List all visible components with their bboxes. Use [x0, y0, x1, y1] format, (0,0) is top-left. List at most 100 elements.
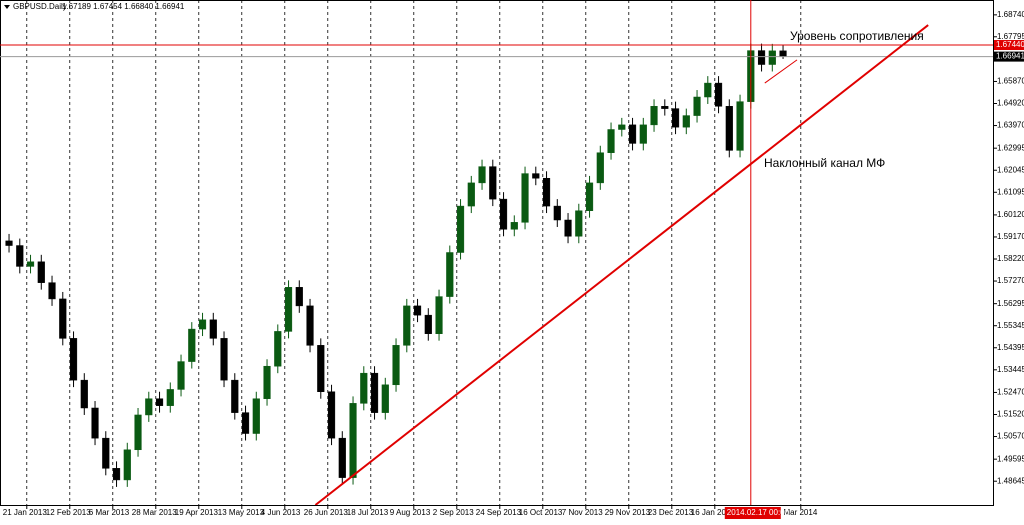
menu-triangle	[4, 5, 10, 9]
candle-body	[499, 198, 508, 230]
candle-body	[682, 115, 690, 128]
candle-body	[768, 50, 776, 65]
candle-body	[553, 205, 561, 221]
candle-body	[585, 182, 594, 211]
candle-body	[134, 414, 142, 451]
candle-body	[284, 287, 293, 332]
price-label-bg	[994, 51, 1024, 62]
candle-body	[123, 449, 131, 481]
x-tick-label: 1 Mar 2014	[777, 508, 818, 517]
candle-body	[489, 166, 497, 200]
x-tick-label: 18 Jul 2013	[347, 508, 389, 517]
x-tick-label: 26 Jun 2013	[304, 508, 349, 517]
candle-body	[231, 379, 239, 413]
y-tick-label: 1.50570	[997, 432, 1024, 441]
candle-body	[671, 108, 680, 128]
crosshair-label: 2014.02.17 00:00	[727, 508, 790, 517]
candle-body	[757, 50, 766, 65]
plot-frame	[0, 0, 994, 506]
candle-body	[704, 82, 712, 98]
candle-body	[69, 338, 78, 381]
candle-body	[542, 177, 551, 207]
candle-body	[435, 296, 443, 334]
candle-body	[5, 240, 13, 246]
candle-body	[26, 261, 35, 267]
chart-title: GBPUSD.Daily	[13, 2, 67, 11]
y-tick-label: 1.62995	[997, 143, 1024, 152]
x-tick-label: 19 Apr 2013	[175, 508, 219, 517]
candle-body	[521, 173, 529, 223]
candle-body	[424, 314, 432, 334]
candle-body	[59, 298, 67, 339]
candle-body	[639, 124, 647, 144]
y-tick-label: 1.65870	[997, 77, 1024, 86]
x-tick-label: 4 Jun 2013	[261, 508, 301, 517]
x-tick-label: 16 Oct 2013	[519, 508, 563, 517]
candle-body	[91, 407, 99, 439]
annotation: Наклонный канал МФ	[764, 156, 885, 170]
candle-body	[607, 129, 615, 153]
candle-body	[564, 219, 572, 237]
x-tick-label: 28 Mar 2013	[132, 508, 177, 517]
y-tick-label: 1.48645	[997, 476, 1024, 485]
x-tick-label: 29 Nov 2013	[605, 508, 651, 517]
candle-body	[166, 389, 174, 406]
y-tick-label: 1.52470	[997, 388, 1024, 397]
y-tick-label: 1.56295	[997, 299, 1024, 308]
y-tick-label: 1.60120	[997, 210, 1024, 219]
y-tick-label: 1.53445	[997, 365, 1024, 374]
candle-body	[661, 106, 669, 109]
x-tick-label: 12 Feb 2013	[46, 508, 91, 517]
y-tick-label: 1.61095	[997, 187, 1024, 196]
price-label: 1.67440	[996, 40, 1024, 49]
candle-body	[392, 345, 400, 386]
candle-body	[37, 261, 45, 283]
x-tick-label: 23 Dec 2013	[648, 508, 694, 517]
candle-body	[306, 305, 314, 346]
candle-body	[241, 412, 250, 434]
x-tick-label: 6 Mar 2013	[89, 508, 130, 517]
y-tick-label: 1.64920	[997, 99, 1024, 108]
candle-body	[714, 82, 723, 107]
y-tick-label: 1.63970	[997, 121, 1024, 130]
candle-body	[317, 345, 325, 392]
candle-body	[338, 437, 346, 478]
y-tick-label: 1.55345	[997, 321, 1024, 330]
candle-body	[295, 287, 303, 307]
y-tick-label: 1.59170	[997, 232, 1024, 241]
y-tick-label: 1.58220	[997, 254, 1024, 263]
candle-body	[155, 398, 164, 406]
x-tick-label: 24 Sep 2013	[476, 508, 522, 517]
x-tick-label: 21 Jan 2013	[3, 508, 48, 517]
candle-body	[693, 96, 701, 116]
candle-body	[274, 331, 282, 367]
candle-body	[467, 182, 475, 207]
y-tick-label: 1.68740	[997, 10, 1024, 19]
candle-body	[263, 365, 271, 399]
x-tick-label: 13 May 2013	[218, 508, 265, 517]
candle-body	[456, 205, 465, 253]
candle-body	[349, 403, 357, 478]
candle-body	[188, 328, 196, 362]
candle-body	[446, 252, 454, 297]
candle-body	[102, 437, 110, 469]
y-tick-label: 1.67795	[997, 32, 1024, 41]
price-label: 1.66941	[996, 52, 1024, 61]
x-tick-label: 2 Sep 2013	[433, 508, 474, 517]
trend-line	[764, 59, 798, 84]
x-tick-label: 9 Aug 2013	[390, 508, 431, 517]
y-tick-label: 1.49595	[997, 454, 1024, 463]
header-values: 1.67189 1.67454 1.66840 1.66941	[62, 2, 185, 11]
candle-body	[575, 210, 583, 237]
candle-body	[370, 372, 379, 413]
y-tick-label: 1.62045	[997, 165, 1024, 174]
candle-body	[48, 282, 56, 300]
candle-body	[145, 398, 153, 416]
candle-body	[360, 372, 368, 404]
candle-body	[510, 222, 518, 230]
annotation: Уровень сопротивления	[790, 29, 924, 43]
candle-body	[220, 338, 228, 381]
candle-body	[628, 124, 637, 144]
candle-body	[381, 384, 389, 413]
